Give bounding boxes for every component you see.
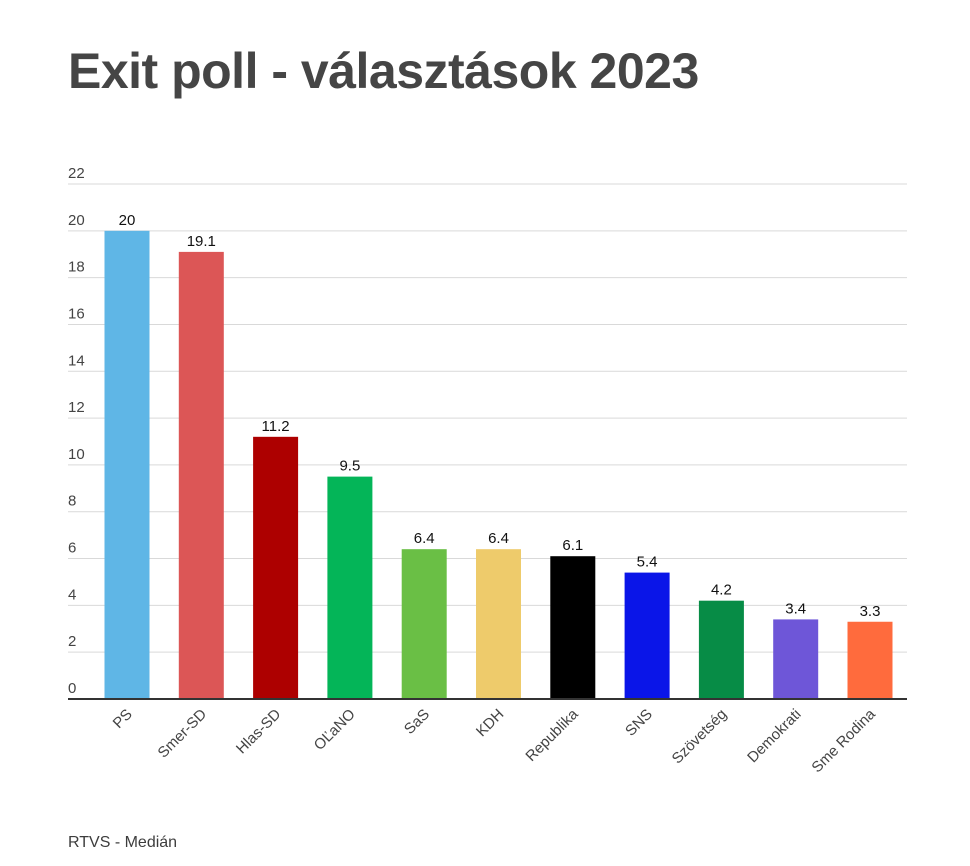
bar-smer-sd (178, 251, 224, 700)
y-tick-label: 18 (68, 259, 85, 276)
value-label: 19.1 (187, 233, 216, 250)
value-label: 11.2 (262, 418, 290, 435)
y-tick-label: 6 (68, 540, 76, 557)
x-axis-labels: PS Smer-SD Hlas-SD OĽaNO SaS KDH Republika SNS S… (110, 705, 880, 776)
bars (104, 230, 893, 700)
value-label: 20 (119, 212, 136, 229)
x-tick-label: Hlas-SD (233, 706, 285, 758)
value-label: 6.4 (414, 530, 435, 547)
x-tick-label: SNS (622, 706, 656, 740)
value-label: 5.4 (637, 554, 658, 571)
bar-sns (624, 572, 670, 699)
y-tick-label: 22 (68, 165, 85, 182)
y-axis-ticks: 0 2 4 6 8 10 12 14 16 18 20 22 (68, 165, 85, 697)
y-tick-label: 2 (68, 633, 76, 650)
y-tick-label: 20 (68, 212, 85, 229)
y-tick-label: 16 (68, 305, 85, 322)
x-tick-label: Smer-SD (154, 706, 210, 762)
x-tick-label: Republika (522, 705, 582, 765)
value-label: 3.4 (785, 600, 806, 617)
source-note: RTVS - Medián (68, 834, 178, 851)
value-label: 6.4 (488, 530, 509, 547)
value-label: 6.1 (562, 537, 583, 554)
x-tick-label: Sme Rodina (808, 705, 879, 776)
bar-o-ano (327, 476, 373, 699)
chart-title: Exit poll - választások 2023 (68, 43, 699, 99)
bar-kdh (476, 549, 521, 699)
x-tick-label: Demokrati (744, 706, 804, 766)
y-tick-label: 0 (68, 680, 76, 697)
bar-hlas-sd (253, 436, 299, 699)
value-label: 4.2 (711, 582, 732, 599)
bar-demokrati (773, 619, 819, 699)
bar-republika (550, 556, 596, 699)
value-label: 9.5 (339, 458, 360, 475)
x-tick-label: OĽaNO (311, 706, 359, 754)
x-tick-label: SaS (401, 706, 433, 738)
y-tick-label: 12 (68, 399, 85, 416)
value-label: 3.3 (860, 603, 881, 620)
y-tick-label: 14 (68, 352, 85, 369)
y-tick-label: 4 (68, 586, 76, 603)
bar-sz-vets-g (698, 600, 744, 699)
y-tick-label: 8 (68, 493, 76, 510)
x-tick-label: KDH (473, 706, 507, 740)
bar-sme-rodina (847, 621, 893, 699)
x-tick-label: Szövetség (669, 706, 731, 768)
value-labels: 20 19.1 11.2 9.5 6.4 6.4 6.1 5.4 4.2 3.4 3.3 (119, 212, 881, 620)
y-tick-label: 10 (68, 446, 85, 463)
x-tick-label: PS (110, 706, 136, 732)
bar-sas (401, 549, 447, 699)
bar-ps (104, 230, 150, 699)
